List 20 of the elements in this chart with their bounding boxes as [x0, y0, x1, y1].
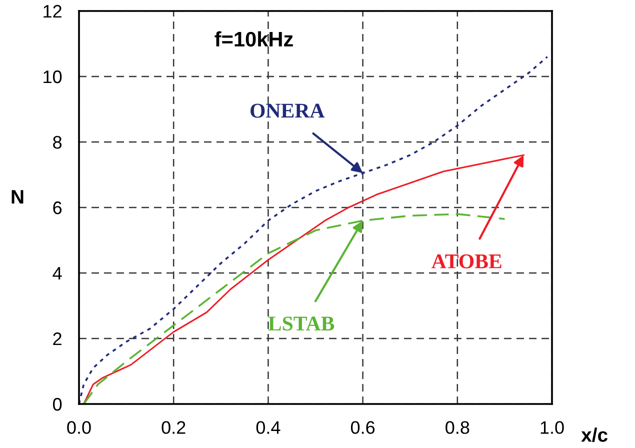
- x-tick-label: 1.0: [540, 421, 564, 434]
- x-tick-label: 0.2: [162, 421, 186, 434]
- y-tick-label: 12: [44, 4, 62, 18]
- x-tick-label: 0.8: [446, 421, 470, 434]
- y-tick-label: 0: [53, 398, 62, 411]
- text: ONERA: [250, 104, 325, 118]
- x-tick-label: 0.4: [256, 421, 280, 434]
- x-axis-title: x/c: [581, 428, 608, 442]
- x-tick-label: 0.6: [350, 421, 375, 434]
- y-axis-title: N: [12, 190, 24, 204]
- y-tick-label: 4: [52, 267, 62, 280]
- y-tick-label: 6: [53, 201, 62, 214]
- annotation: f=10kHz: [214, 31, 293, 47]
- y-tick-label: 8: [53, 136, 62, 149]
- y-tick-label: 2: [53, 332, 62, 346]
- line-series: [79, 56, 548, 404]
- line-series: [82, 213, 506, 404]
- x-tick-label: 0.0: [67, 421, 91, 434]
- text: LSTAB: [268, 316, 334, 331]
- y-tick-label: 10: [44, 70, 62, 84]
